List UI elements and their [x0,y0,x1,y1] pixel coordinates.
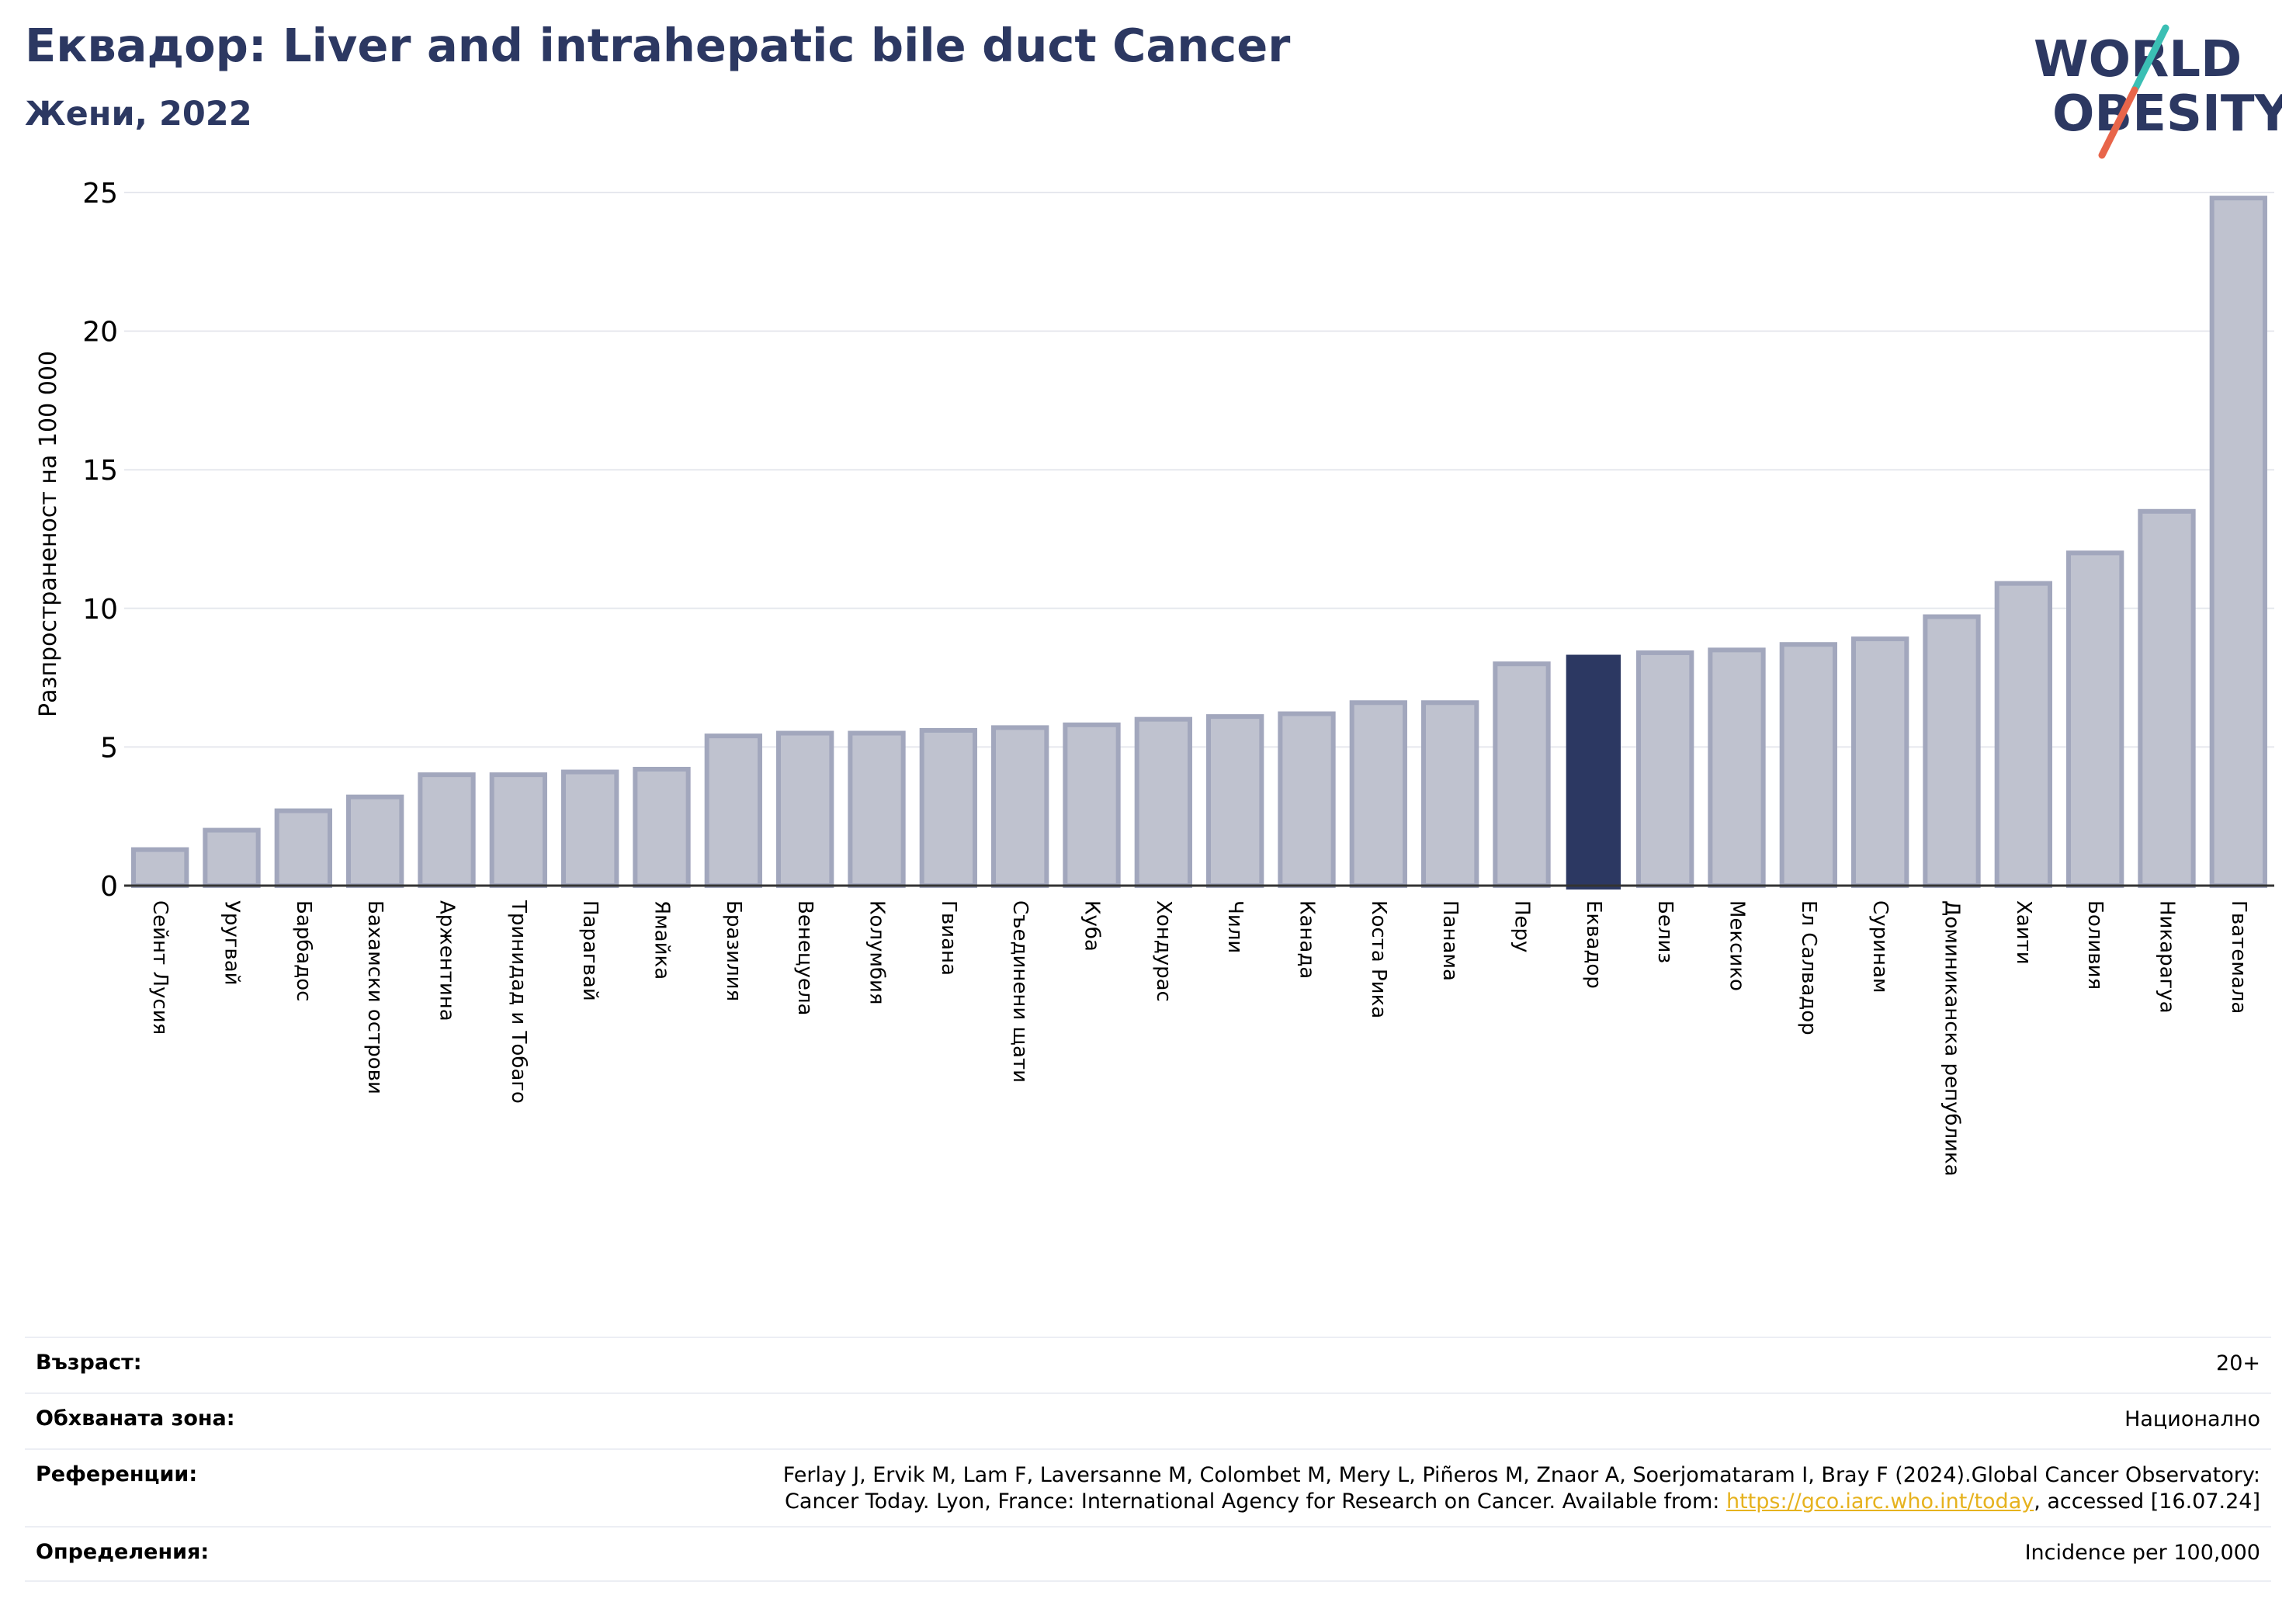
bar [1636,650,1694,889]
x-tick-label: Мексико [1725,900,1749,991]
bar [704,733,762,888]
bar [1278,711,1336,889]
world-obesity-logo: WORLD OBESITY [2034,24,2282,159]
bar [203,827,261,889]
bar [131,847,189,888]
info-table: Възраст: 20+ Обхваната зона: Национално … [25,1337,2271,1582]
bar [1779,642,1837,889]
bar [346,794,404,889]
definitions-value: Incidence per 100,000 [2024,1541,2260,1565]
x-tick-label: Колумбия [865,900,889,1005]
area-value: Национално [2124,1407,2260,1431]
area-label: Обхваната зона: [36,1406,235,1431]
x-tick-label: Гватемала [2227,900,2250,1014]
x-tick-label: Съединени щати [1008,900,1032,1083]
logo-slash-coral [2098,86,2138,159]
reference-link[interactable]: https://gco.iarc.who.int/today [1725,1489,2034,1514]
references-label: Референции: [36,1462,198,1486]
bar [1063,722,1121,888]
bar [1708,647,1766,888]
bar [848,730,906,888]
x-tick-label: Гвиана [937,900,960,976]
definitions-label: Определения: [36,1540,210,1564]
y-tick-label: 15 [82,455,118,487]
info-row-age: Възраст: 20+ [25,1337,2271,1392]
grid-lines [124,192,2274,748]
x-tick-label: Еквадор [1582,900,1605,989]
x-tick-label: Ел Салвадор [1797,900,1820,1035]
x-tick-label: Сейнт Лусия [148,900,172,1035]
reference-line-1: Ferlay J, Ervik M, Lam F, Laversanne M, … [782,1463,2260,1487]
x-tick-label: Барбадос [292,900,315,1001]
info-row-area: Обхваната зона: Национално [25,1392,2271,1448]
x-tick-label: Парагвай [578,900,602,1001]
bar [1421,700,1479,888]
bar [919,727,977,889]
bar [1994,581,2052,888]
bar [2066,550,2124,888]
y-axis-ticks: 0 5 10 15 20 25 [82,178,118,903]
age-value: 20+ [2216,1351,2260,1375]
x-tick-label: Бразилия [722,900,745,1001]
x-tick-label: Чили [1223,900,1247,953]
x-tick-label: Канада [1295,900,1319,979]
bars [131,196,2267,890]
y-tick-label: 0 [100,871,118,903]
references-value: Ferlay J, Ervik M, Lam F, Laversanne M, … [783,1462,2260,1515]
y-tick-label: 25 [82,178,118,210]
x-tick-label: Боливия [2083,900,2107,990]
x-tick-label: Куба [1080,900,1104,952]
y-tick-label: 20 [82,317,118,349]
bar [274,808,332,889]
x-tick-label: Перу [1510,900,1534,952]
bar [1493,661,1551,888]
y-axis-label: Разпространеност на 100 000 [35,351,62,717]
x-tick-label: Венецуела [793,900,817,1015]
x-tick-label: Хондурас [1152,900,1175,1002]
x-tick-label: Тринидад и Тобаго [507,900,530,1104]
x-tick-label: Никарагуа [2156,900,2179,1014]
x-axis-categories: Сейнт Лусия Уругвай Барбадос Бахамски остро… [148,900,2250,1177]
bar [1206,714,1264,888]
x-tick-label: Ямайка [650,900,674,980]
bar [418,772,476,888]
logo-slash-teal [2131,24,2169,94]
info-row-references: Референции: Ferlay J, Ervik M, Lam F, La… [25,1448,2271,1526]
bar [1923,614,1981,888]
x-tick-label: Доминиканска република [1941,900,1964,1177]
bar [2138,508,2196,889]
bar [2209,196,2267,889]
y-tick-label: 10 [82,594,118,626]
bar [776,730,834,888]
page-subtitle: Жени, 2022 [25,95,252,134]
bar [633,766,691,889]
x-tick-label: Белиз [1653,900,1677,963]
bar [991,725,1049,888]
bar [1134,716,1192,888]
bar [489,772,547,888]
x-tick-label: Бахамски острови [363,900,387,1094]
x-tick-label: Коста Рика [1367,900,1390,1018]
bar [1851,636,1909,888]
y-tick-label: 5 [100,732,118,764]
bar [1566,654,1621,890]
logo-word-obesity: OBESITY [2052,85,2282,143]
bar-chart: 0 5 10 15 20 25 Разпространеност на 100 000 С… [35,178,2274,1177]
x-tick-label: Суринам [1868,900,1892,994]
age-label: Възраст: [36,1351,142,1375]
page-title: Еквадор: Liver and intrahepatic bile duc… [25,19,1291,72]
x-tick-label: Панама [1438,900,1462,981]
x-tick-label: Уругвай [220,900,244,986]
reference-line-2-pre: Cancer Today. Lyon, France: Internationa… [785,1489,1726,1514]
info-row-definitions: Определения: Incidence per 100,000 [25,1526,2271,1582]
bar [561,769,619,888]
reference-line-2-post: , accessed [16.07.24] [2034,1489,2260,1514]
bar [1349,700,1407,888]
x-tick-label: Аржентина [435,900,459,1021]
x-tick-label: Хаити [2012,900,2035,965]
